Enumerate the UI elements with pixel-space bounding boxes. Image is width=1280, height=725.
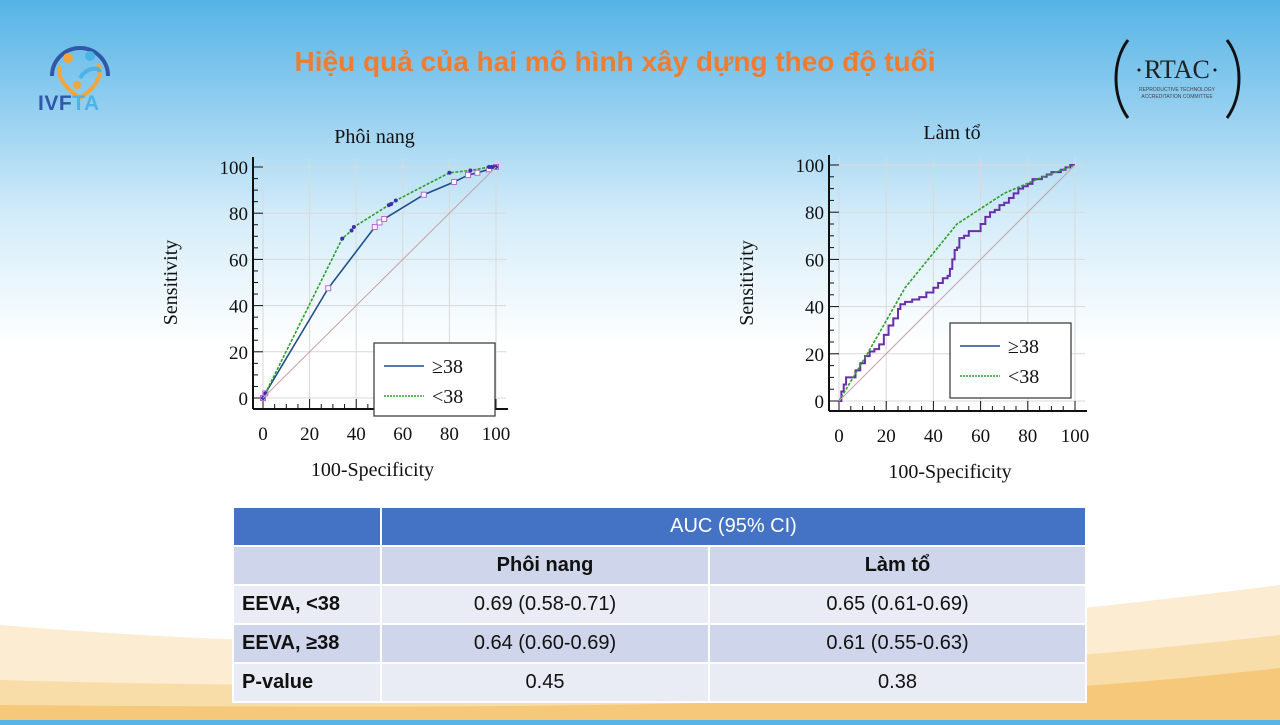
x-tick-label: 40 xyxy=(347,424,366,445)
x-axis-label: 100-Specificity xyxy=(311,459,434,481)
series-line-ge38 xyxy=(839,164,1075,402)
y-tick-label: 100 xyxy=(796,156,825,177)
rtac-sub2: ACCREDITATION COMMITTEE xyxy=(1141,94,1213,100)
table-cell: 0.64 (0.60-0.69) xyxy=(380,623,710,664)
table-row: P-value 0.45 0.38 xyxy=(232,662,1087,703)
auc-table: AUC (95% CI) Phôi nang Làm tổ EEVA, <38 … xyxy=(232,506,1087,703)
rtac-sub1: REPRODUCTIVE TECHNOLOGY xyxy=(1139,87,1216,93)
y-tick-label: 60 xyxy=(229,250,248,271)
auc-header-cell: AUC (95% CI) xyxy=(380,506,1087,547)
y-tick-label: 20 xyxy=(805,345,824,366)
table-header-row: AUC (95% CI) xyxy=(232,506,1087,547)
legend-label-lt38: <38 xyxy=(1008,366,1039,388)
data-point-ge38 xyxy=(420,191,427,198)
x-tick-label: 40 xyxy=(924,426,943,447)
y-tick-label: 80 xyxy=(229,204,248,225)
y-axis-label: Sensitivity xyxy=(736,240,758,326)
data-point-ge38 xyxy=(376,219,383,226)
y-tick-label: 100 xyxy=(220,158,249,179)
table-cell: 0.65 (0.61-0.69) xyxy=(708,584,1087,625)
data-point-lt38 xyxy=(468,168,473,173)
y-tick-label: 40 xyxy=(229,297,248,318)
table-subheader-row: Phôi nang Làm tổ xyxy=(232,545,1087,586)
x-tick-label: 20 xyxy=(300,424,319,445)
data-point-lt38 xyxy=(447,170,452,175)
ivfta-logo-text: IVFTA xyxy=(38,92,100,116)
y-tick-label: 20 xyxy=(229,343,248,364)
data-point-lt38 xyxy=(351,225,356,230)
table-cell: 0.69 (0.58-0.71) xyxy=(380,584,710,625)
x-tick-label: 20 xyxy=(877,426,896,447)
data-point-lt38 xyxy=(393,198,398,203)
data-point-lt38 xyxy=(340,236,345,241)
data-point-ge38 xyxy=(451,179,458,186)
x-tick-label: 60 xyxy=(971,426,990,447)
chart-title: Làm tổ xyxy=(923,122,980,144)
legend-label-ge38: ≥38 xyxy=(432,356,463,378)
y-tick-label: 80 xyxy=(805,203,824,224)
data-point-lt38 xyxy=(349,228,354,233)
series-line-lt38 xyxy=(838,164,1076,402)
legend-label-lt38: <38 xyxy=(432,386,463,408)
y-tick-label: 40 xyxy=(805,298,824,319)
x-tick-label: 60 xyxy=(393,424,412,445)
logo-text-ivf: IVF xyxy=(38,92,73,115)
column-header-phoi-nang: Phôi nang xyxy=(380,545,710,586)
legend-box xyxy=(373,342,496,417)
chart-title: Phôi nang xyxy=(334,126,415,148)
reference-diagonal-line xyxy=(262,166,497,399)
y-axis-label: Sensitivity xyxy=(160,240,182,326)
data-point-ge38 xyxy=(381,215,388,222)
slide-title: Hiệu quả của hai mô hình xây dựng theo đ… xyxy=(294,46,936,77)
table-cell: 0.45 xyxy=(380,662,710,703)
legend-box xyxy=(949,322,1072,399)
x-tick-label: 0 xyxy=(258,424,268,445)
ivfta-logo-icon xyxy=(50,46,110,101)
table-cell: 0.61 (0.55-0.63) xyxy=(708,623,1087,664)
row-label: EEVA, <38 xyxy=(232,584,382,625)
data-point-ge38 xyxy=(474,169,481,176)
x-tick-label: 80 xyxy=(440,424,459,445)
x-tick-label: 100 xyxy=(482,424,511,445)
data-point-ge38 xyxy=(465,172,472,179)
data-point-ge38 xyxy=(371,224,378,231)
table-cell: 0.38 xyxy=(708,662,1087,703)
column-header-lam-to: Làm tổ xyxy=(708,545,1087,586)
data-point-lt38 xyxy=(389,201,394,206)
y-tick-label: 0 xyxy=(815,392,825,413)
rtac-logo-icon: RTAC REPRODUCTIVE TECHNOLOGY ACCREDITATI… xyxy=(1114,39,1241,119)
reference-diagonal-line xyxy=(838,164,1076,402)
logo-text-ta: TA xyxy=(72,92,100,115)
x-axis-label: 100-Specificity xyxy=(888,461,1011,483)
rtac-name: RTAC xyxy=(1144,55,1210,84)
table-subheader-corner xyxy=(232,545,382,586)
y-tick-label: 60 xyxy=(805,250,824,271)
data-point-ge38 xyxy=(325,285,332,292)
table-corner-cell xyxy=(232,506,382,547)
table-row: EEVA, ≥38 0.64 (0.60-0.69) 0.61 (0.55-0.… xyxy=(232,623,1087,664)
row-label: EEVA, ≥38 xyxy=(232,623,382,664)
x-tick-label: 100 xyxy=(1061,426,1090,447)
wave-dark xyxy=(0,668,1280,720)
table-row: EEVA, <38 0.69 (0.58-0.71) 0.65 (0.61-0.… xyxy=(232,584,1087,625)
y-tick-label: 0 xyxy=(239,389,249,410)
x-tick-label: 0 xyxy=(834,426,844,447)
legend-label-ge38: ≥38 xyxy=(1008,336,1039,358)
row-label: P-value xyxy=(232,662,382,703)
x-tick-label: 80 xyxy=(1018,426,1037,447)
